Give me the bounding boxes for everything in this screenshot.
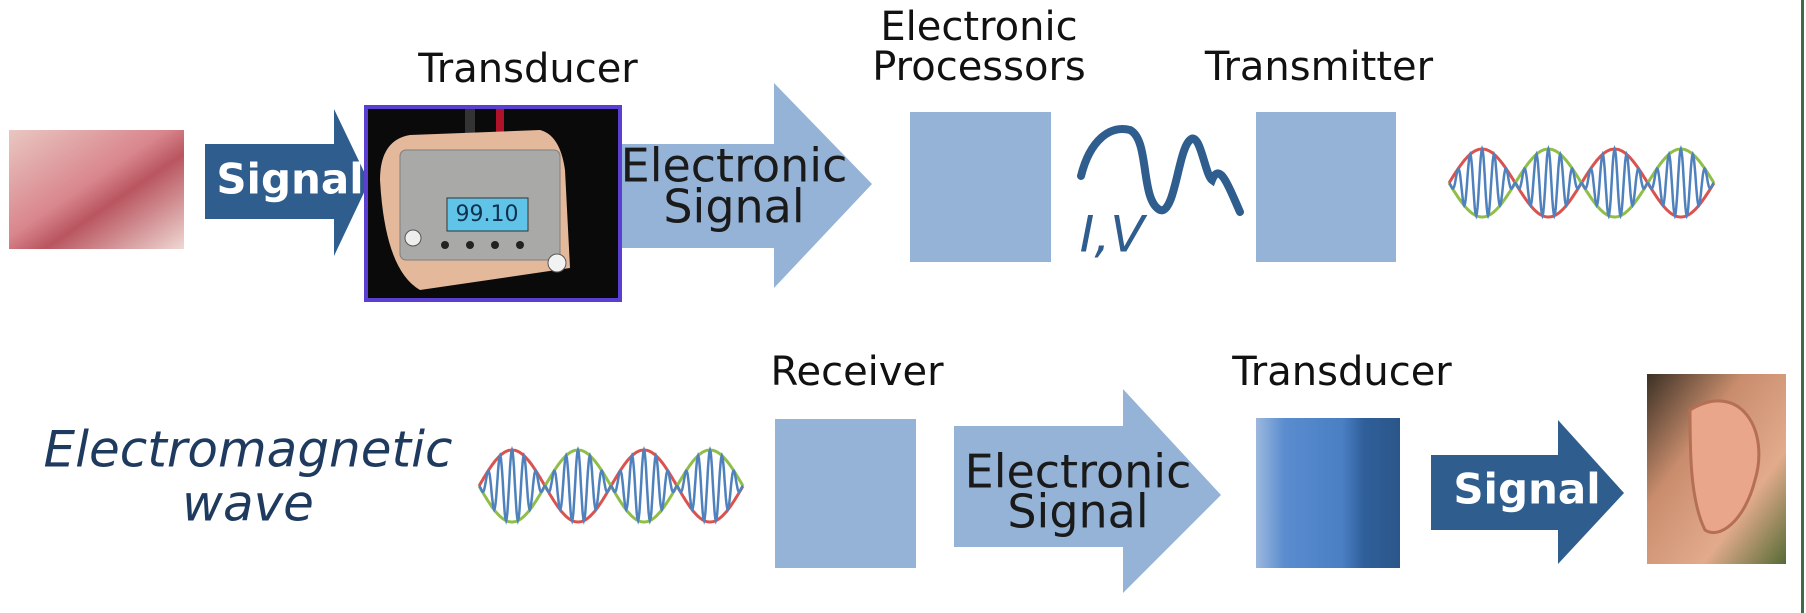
label: wave <box>182 475 314 533</box>
processor-box <box>910 112 1051 262</box>
display-text: 99.10 <box>456 202 519 227</box>
label: Receiver <box>770 349 944 395</box>
electronic-signal-arrow <box>954 389 1221 593</box>
electronic-signal-arrow <box>620 83 872 288</box>
label: Transducer <box>1231 349 1452 395</box>
label: Processors <box>872 44 1086 90</box>
receiver-box <box>775 419 916 568</box>
arrow-label: Electronic <box>965 445 1192 499</box>
waveform-label: I,V <box>1080 206 1149 264</box>
waveform <box>1077 125 1244 216</box>
ear-photo <box>1647 374 1786 564</box>
wave-line <box>478 446 744 525</box>
label: Electronic <box>880 4 1077 50</box>
transmitter-box <box>1256 112 1396 262</box>
arrow-label: Electronic <box>621 139 848 193</box>
transmitter-photo: 99.10 <box>364 105 622 302</box>
label: Electromagnetic <box>43 421 452 479</box>
em-wave <box>477 446 745 525</box>
signal-arrow <box>1431 420 1624 564</box>
label: Transducer <box>417 46 638 92</box>
edge-line <box>1801 0 1804 613</box>
arrow-label: Signal <box>1453 465 1600 514</box>
arrow-label: Signal <box>216 155 363 204</box>
label: Transmitter <box>1204 44 1434 90</box>
wave-line <box>1448 144 1715 220</box>
signal-arrow <box>205 109 369 256</box>
arrow-label: Signal <box>663 180 804 234</box>
arrow-label: Signal <box>1007 485 1148 539</box>
transducer-box <box>1256 418 1400 568</box>
em-wave <box>1447 144 1716 220</box>
lips-photo <box>9 130 184 249</box>
